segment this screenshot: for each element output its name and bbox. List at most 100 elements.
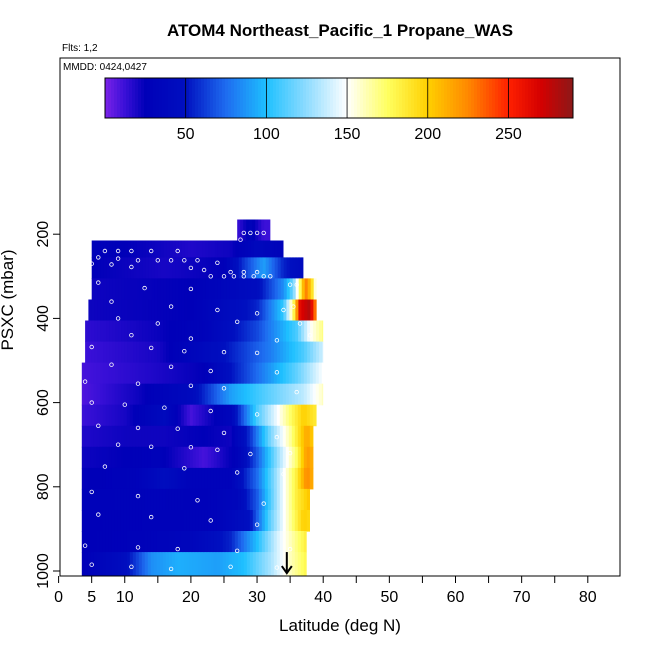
- sample-point: [307, 333, 313, 338]
- colorbar-segment: [168, 78, 172, 118]
- field-cell: [262, 299, 266, 322]
- field-cell: [250, 278, 255, 300]
- sample-point: [297, 321, 303, 326]
- field-cell: [171, 362, 176, 385]
- field-cell: [276, 404, 281, 427]
- field-cell: [169, 299, 173, 322]
- field-cell: [312, 383, 317, 406]
- field-cell: [133, 257, 138, 279]
- field-cell: [204, 362, 209, 385]
- field-cell: [153, 446, 158, 469]
- field-cell: [246, 467, 251, 490]
- field-cell: [124, 320, 128, 343]
- field-cell: [310, 320, 314, 343]
- sample-point: [261, 501, 266, 506]
- field-cell: [97, 320, 101, 343]
- field-cell: [186, 383, 191, 406]
- field-cell: [234, 362, 239, 385]
- field-cell: [103, 257, 108, 279]
- field-cell: [147, 488, 152, 511]
- field-cell: [121, 240, 126, 258]
- field-cell: [150, 446, 155, 469]
- field-cell: [211, 320, 215, 343]
- field-cell: [93, 362, 98, 385]
- field-cell: [274, 257, 279, 279]
- field-cell: [289, 341, 293, 364]
- field-cell: [121, 278, 126, 300]
- field-cell: [126, 404, 131, 427]
- field-cell: [249, 531, 254, 553]
- field-cell: [129, 362, 134, 385]
- colorbar-tick-label: 50: [177, 126, 195, 143]
- sample-point: [215, 307, 220, 313]
- field-cell: [90, 404, 95, 427]
- field-cell: [295, 341, 299, 364]
- field-cell: [199, 240, 204, 258]
- field-cell: [108, 446, 113, 469]
- field-cell: [205, 257, 210, 279]
- colorbar-segment: [411, 78, 415, 118]
- sample-point: [135, 425, 141, 431]
- field-cell: [100, 257, 105, 279]
- field-cell: [148, 257, 153, 279]
- field-cell: [244, 240, 249, 258]
- colorbar-segment: [339, 78, 343, 118]
- field-cell: [192, 362, 197, 385]
- sample-point: [268, 274, 273, 279]
- field-cell: [120, 446, 125, 469]
- field-cell: [96, 404, 101, 427]
- colorbar-segment: [273, 78, 277, 118]
- field-cell: [150, 552, 155, 576]
- field-cell: [177, 404, 182, 427]
- field-cell: [129, 404, 134, 427]
- field-cell: [144, 362, 149, 385]
- field-cell: [169, 257, 174, 279]
- field-cell: [246, 552, 251, 576]
- field-cell: [232, 341, 236, 364]
- field-cell: [121, 257, 126, 279]
- field-cell: [159, 362, 164, 385]
- field-cell: [259, 240, 264, 258]
- field-cell: [120, 404, 125, 427]
- sample-point: [208, 408, 213, 414]
- field-cell: [196, 240, 201, 258]
- field-layer-row: [81, 467, 314, 490]
- field-cell: [186, 446, 191, 469]
- field-cell: [267, 383, 272, 406]
- field-cell: [118, 240, 123, 258]
- colorbar-segment: [351, 78, 355, 118]
- field-cell: [268, 257, 273, 279]
- colorbar: 50 100 150 200 250: [104, 77, 574, 143]
- field-cell: [102, 425, 107, 448]
- field-cell: [117, 510, 122, 532]
- field-cell: [105, 510, 110, 532]
- field-cell: [123, 362, 128, 385]
- field-cell: [264, 531, 269, 553]
- field-cell: [87, 362, 92, 385]
- colorbar-segment: [261, 78, 265, 118]
- field-cell: [261, 552, 266, 576]
- field-cell: [210, 404, 215, 427]
- field-cell: [123, 552, 128, 576]
- field-cell: [120, 425, 125, 448]
- field-cell: [232, 299, 236, 322]
- field-cell: [153, 362, 158, 385]
- sample-point: [254, 230, 260, 236]
- field-cell: [141, 425, 146, 448]
- field-cell: [123, 510, 128, 532]
- field-cell: [213, 552, 218, 576]
- field-cell: [246, 510, 251, 532]
- field-cell: [174, 510, 179, 532]
- field-cell: [120, 488, 125, 511]
- x-tick-label: 5: [87, 589, 96, 606]
- field-cell: [303, 552, 307, 576]
- field-cell: [253, 341, 257, 364]
- field-cell: [129, 383, 134, 406]
- field-cell: [145, 341, 149, 364]
- field-cell: [295, 278, 300, 300]
- field-cell: [165, 531, 170, 553]
- field-cell: [172, 341, 176, 364]
- field-cell: [277, 278, 282, 300]
- field-cell: [234, 510, 239, 532]
- field-cell: [121, 320, 125, 343]
